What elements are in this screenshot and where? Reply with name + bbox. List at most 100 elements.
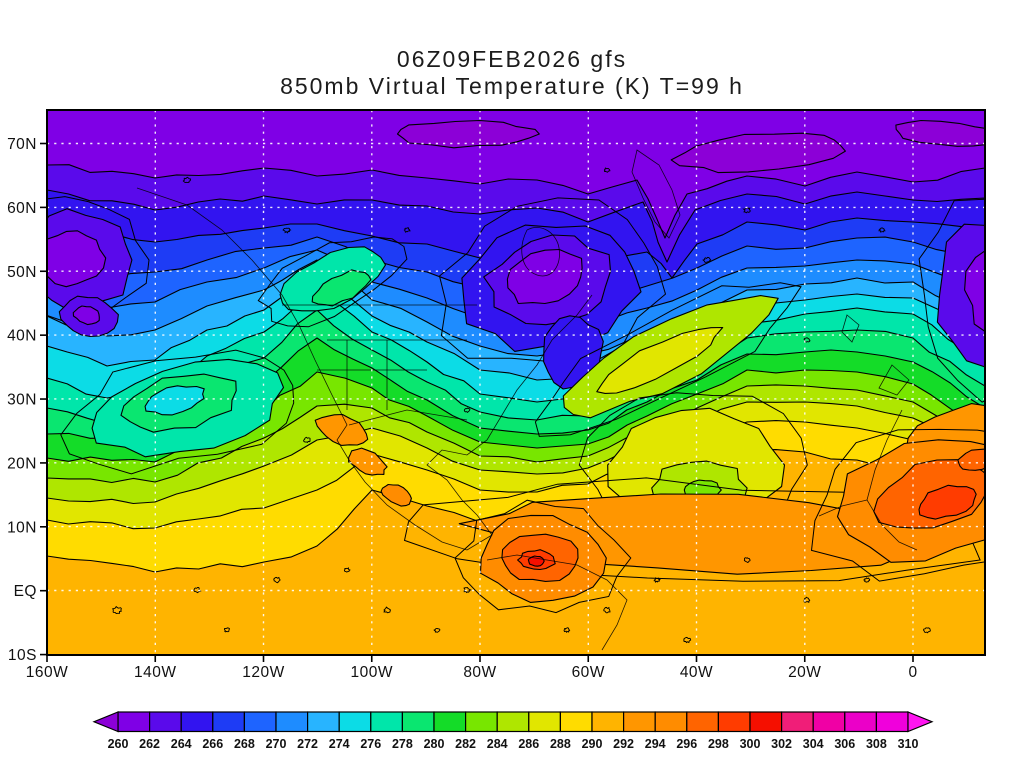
coastline — [878, 364, 910, 396]
colorbar-cell-298 — [717, 711, 751, 733]
contour-speckle — [653, 577, 662, 583]
colorbar-tick-284: 284 — [487, 737, 508, 751]
colorbar-cell-284 — [496, 711, 530, 733]
lon-label-140W: 140W — [134, 664, 177, 681]
colorbar-cell-306 — [844, 711, 877, 733]
lat-label-70N: 70N — [7, 136, 37, 153]
lon-label-60W: 60W — [572, 664, 605, 681]
colorbar-cell-302 — [780, 711, 814, 733]
lon-label-120W: 120W — [242, 664, 285, 681]
plot-title-variable: 850mb Virtual Temperature (K) T=99 h — [280, 73, 744, 99]
colorbar-tick-286: 286 — [518, 737, 539, 751]
samerica-hot-outer-ring — [454, 499, 632, 614]
colorbar-tick-260: 260 — [108, 737, 129, 751]
colorbar-tick-266: 266 — [202, 737, 223, 751]
colorbar-cell-296 — [686, 711, 719, 733]
contour-speckle — [922, 627, 931, 634]
colorbar-tick-272: 272 — [297, 737, 318, 751]
colorbar-tick-302: 302 — [771, 737, 792, 751]
contour-speckle — [603, 167, 611, 173]
wafrica-hot-ne — [957, 448, 985, 471]
colorbar-cell-270 — [275, 711, 309, 733]
colorbar-cell-304 — [812, 711, 846, 733]
colorbar-arrow-left — [92, 711, 119, 733]
colorbar-tick-270: 270 — [266, 737, 287, 751]
colorbar-cell-262 — [149, 711, 182, 733]
colorbar-cell-264 — [180, 711, 214, 733]
west-ridge-mint-ring — [257, 236, 408, 328]
colorbar-tick-282: 282 — [455, 737, 476, 751]
contour-speckle — [383, 606, 392, 614]
colorbar-arrow-right — [907, 711, 934, 733]
lon-label-20W: 20W — [788, 664, 821, 681]
coastline — [521, 227, 560, 277]
contour-speckle — [603, 606, 611, 614]
colorbar-cell-272 — [307, 711, 340, 733]
europe-cold-outer-ring — [918, 198, 985, 403]
contour-speckle — [223, 627, 230, 633]
colorbar-tick-276: 276 — [360, 737, 381, 751]
plot-title-run: 06Z09FEB2026 gfs — [397, 46, 627, 72]
colorbar-tick-268: 268 — [234, 737, 255, 751]
colorbar-tick-298: 298 — [708, 737, 729, 751]
contour-speckle — [111, 605, 122, 614]
contour-speckle — [282, 227, 292, 234]
colorbar-tick-304: 304 — [803, 737, 824, 751]
pacific-cold-2-core — [72, 305, 100, 326]
colorbar-tick-280: 280 — [424, 737, 445, 751]
top-dark-3 — [895, 119, 985, 147]
colorbar-cell-290 — [591, 711, 625, 733]
lon-label-80W: 80W — [463, 664, 496, 681]
colorbar-tick-308: 308 — [866, 737, 887, 751]
coastline — [348, 409, 468, 426]
top-dark-2 — [670, 132, 846, 174]
colorbar-cell-282 — [465, 711, 498, 733]
lat-label-30N: 30N — [7, 392, 37, 409]
mexico-warm-2 — [348, 447, 388, 476]
colorbar-tick-264: 264 — [171, 737, 192, 751]
colorbar-tick-300: 300 — [740, 737, 761, 751]
contour-speckle — [273, 576, 281, 584]
lon-label-160W: 160W — [26, 664, 69, 681]
colorbar-cell-288 — [559, 711, 593, 733]
contour-speckle — [803, 337, 811, 343]
lat-label-40N: 40N — [7, 328, 37, 345]
epac-pool-core — [144, 385, 205, 416]
coastline — [818, 499, 868, 517]
pacific-cold-core — [47, 230, 107, 288]
coastline — [486, 554, 628, 651]
colorbar-cell-308 — [875, 711, 909, 733]
colorbar-cell-274 — [338, 711, 372, 733]
lat-label-10N: 10N — [7, 519, 37, 536]
colorbar-cell-268 — [243, 711, 277, 733]
contour-speckle — [193, 587, 202, 594]
contour-speckle — [742, 206, 751, 214]
colorbar-cell-292 — [622, 711, 656, 733]
colorbar-tick-292: 292 — [613, 737, 634, 751]
lon-label-40W: 40W — [680, 664, 713, 681]
mexico-warm-3 — [380, 483, 412, 507]
colorbar-cell-278 — [401, 711, 435, 733]
colorbar-tick-262: 262 — [139, 737, 160, 751]
lat-label-10S: 10S — [8, 647, 37, 664]
wafrica-hot-core — [918, 484, 977, 520]
colorbar: 260 262 264 266 268 270 272 274 276 278 280 282 284 2… — [92, 711, 934, 751]
colorbar-tick-278: 278 — [392, 737, 413, 751]
contour-speckle — [303, 436, 311, 443]
contour-speckle — [403, 227, 411, 233]
coastline — [136, 187, 468, 551]
contour-speckle — [343, 567, 351, 573]
wafrica-hot-outer-ring — [810, 428, 985, 582]
map-frame — [46, 109, 986, 656]
colorbar-tick-290: 290 — [582, 737, 603, 751]
coastline — [841, 314, 860, 343]
colorbar-cell-300 — [749, 711, 783, 733]
colorbar-tick-288: 288 — [550, 737, 571, 751]
contour-speckle — [463, 407, 471, 414]
contour-speckle — [862, 577, 871, 583]
colorbar-tick-274: 274 — [329, 737, 350, 751]
europe-cold-outer — [936, 223, 985, 368]
lat-label-EQ: EQ — [14, 583, 37, 600]
